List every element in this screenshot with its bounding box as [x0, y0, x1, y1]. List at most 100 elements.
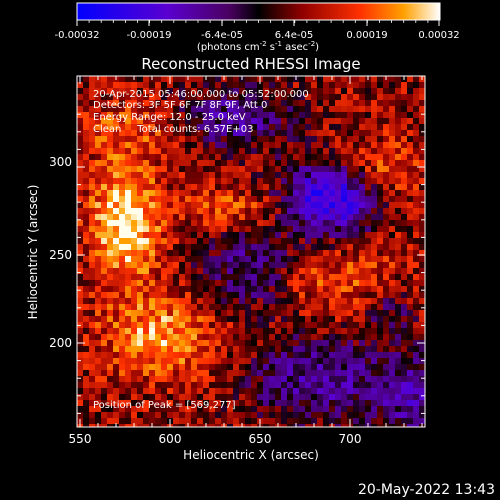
heatmap-pixel — [377, 190, 384, 197]
heatmap-pixel — [293, 166, 300, 173]
heatmap-pixel — [227, 352, 234, 359]
heatmap-pixel — [389, 262, 396, 269]
heatmap-pixel — [227, 226, 234, 233]
heatmap-pixel — [419, 298, 425, 305]
heatmap-pixel — [119, 340, 126, 347]
heatmap-pixel — [401, 328, 408, 335]
heatmap-pixel — [401, 346, 408, 353]
heatmap-pixel — [83, 160, 90, 167]
heatmap-pixel — [407, 220, 414, 227]
heatmap-pixel — [251, 298, 258, 305]
heatmap-pixel — [281, 364, 288, 371]
heatmap-pixel — [77, 190, 84, 197]
heatmap-pixel — [371, 244, 378, 251]
heatmap-pixel — [83, 340, 90, 347]
heatmap-pixel — [275, 370, 282, 377]
heatmap-pixel — [233, 268, 240, 275]
heatmap-pixel — [221, 382, 228, 389]
heatmap-pixel — [203, 106, 210, 113]
heatmap-pixel — [365, 82, 372, 89]
heatmap-pixel — [389, 202, 396, 209]
heatmap-pixel — [371, 322, 378, 329]
heatmap-pixel — [101, 88, 108, 95]
heatmap-pixel — [203, 142, 210, 149]
heatmap-pixel — [119, 292, 126, 299]
heatmap-pixel — [227, 370, 234, 377]
heatmap-pixel — [353, 340, 360, 347]
heatmap-pixel — [257, 190, 264, 197]
heatmap-pixel — [359, 184, 366, 191]
heatmap-pixel — [191, 82, 198, 89]
heatmap-pixel — [335, 130, 342, 137]
heatmap-pixel — [287, 328, 294, 335]
heatmap-pixel — [191, 286, 198, 293]
heatmap-pixel — [419, 334, 425, 341]
heatmap-pixel — [293, 352, 300, 359]
heatmap-pixel — [155, 262, 162, 269]
heatmap-pixel — [317, 352, 324, 359]
heatmap-pixel — [293, 172, 300, 179]
heatmap-pixel — [197, 214, 204, 221]
heatmap-pixel — [227, 334, 234, 341]
heatmap-pixel — [155, 226, 162, 233]
heatmap-pixel — [365, 166, 372, 173]
heatmap-pixel — [155, 376, 162, 383]
heatmap-pixel — [377, 358, 384, 365]
heatmap-pixel — [287, 130, 294, 137]
heatmap-pixel — [233, 424, 240, 427]
heatmap-pixel — [371, 100, 378, 107]
heatmap-pixel — [281, 328, 288, 335]
heatmap-pixel — [215, 220, 222, 227]
heatmap-pixel — [185, 226, 192, 233]
heatmap-pixel — [89, 334, 96, 341]
heatmap-pixel — [89, 250, 96, 257]
heatmap-pixel — [233, 382, 240, 389]
heatmap-pixel — [113, 316, 120, 323]
heatmap-pixel — [293, 208, 300, 215]
heatmap-pixel — [107, 256, 114, 263]
heatmap-pixel — [329, 268, 336, 275]
heatmap-pixel — [413, 418, 420, 425]
heatmap-pixel — [335, 142, 342, 149]
heatmap-pixel — [413, 376, 420, 383]
heatmap-pixel — [173, 112, 180, 119]
heatmap-pixel — [299, 364, 306, 371]
heatmap-pixel — [143, 382, 150, 389]
heatmap-pixel — [323, 352, 330, 359]
heatmap-pixel — [299, 202, 306, 209]
heatmap-pixel — [275, 112, 282, 119]
heatmap-pixel — [281, 334, 288, 341]
heatmap-pixel — [371, 304, 378, 311]
heatmap-pixel — [95, 124, 102, 131]
heatmap-pixel — [203, 262, 210, 269]
heatmap-pixel — [143, 328, 150, 335]
heatmap-pixel — [287, 190, 294, 197]
heatmap-pixel — [191, 178, 198, 185]
heatmap-pixel — [335, 106, 342, 113]
heatmap-pixel — [101, 124, 108, 131]
heatmap-pixel — [257, 298, 264, 305]
heatmap-pixel — [263, 100, 270, 107]
heatmap-pixel — [341, 130, 348, 137]
heatmap-pixel — [341, 346, 348, 353]
heatmap-pixel — [275, 346, 282, 353]
heatmap-pixel — [305, 220, 312, 227]
heatmap-pixel — [281, 358, 288, 365]
heatmap-pixel — [113, 208, 120, 215]
heatmap-pixel — [401, 100, 408, 107]
heatmap-pixel — [359, 232, 366, 239]
heatmap-pixel — [275, 418, 282, 425]
heatmap-pixel — [293, 364, 300, 371]
heatmap-pixel — [305, 112, 312, 119]
heatmap-pixel — [113, 382, 120, 389]
heatmap-pixel — [233, 130, 240, 137]
heatmap-pixel — [251, 136, 258, 143]
heatmap-pixel — [161, 160, 168, 167]
heatmap-pixel — [359, 256, 366, 263]
heatmap-pixel — [365, 202, 372, 209]
heatmap-pixel — [413, 232, 420, 239]
heatmap-pixel — [323, 280, 330, 287]
heatmap-pixel — [191, 184, 198, 191]
heatmap-pixel — [359, 238, 366, 245]
heatmap-pixel — [215, 364, 222, 371]
